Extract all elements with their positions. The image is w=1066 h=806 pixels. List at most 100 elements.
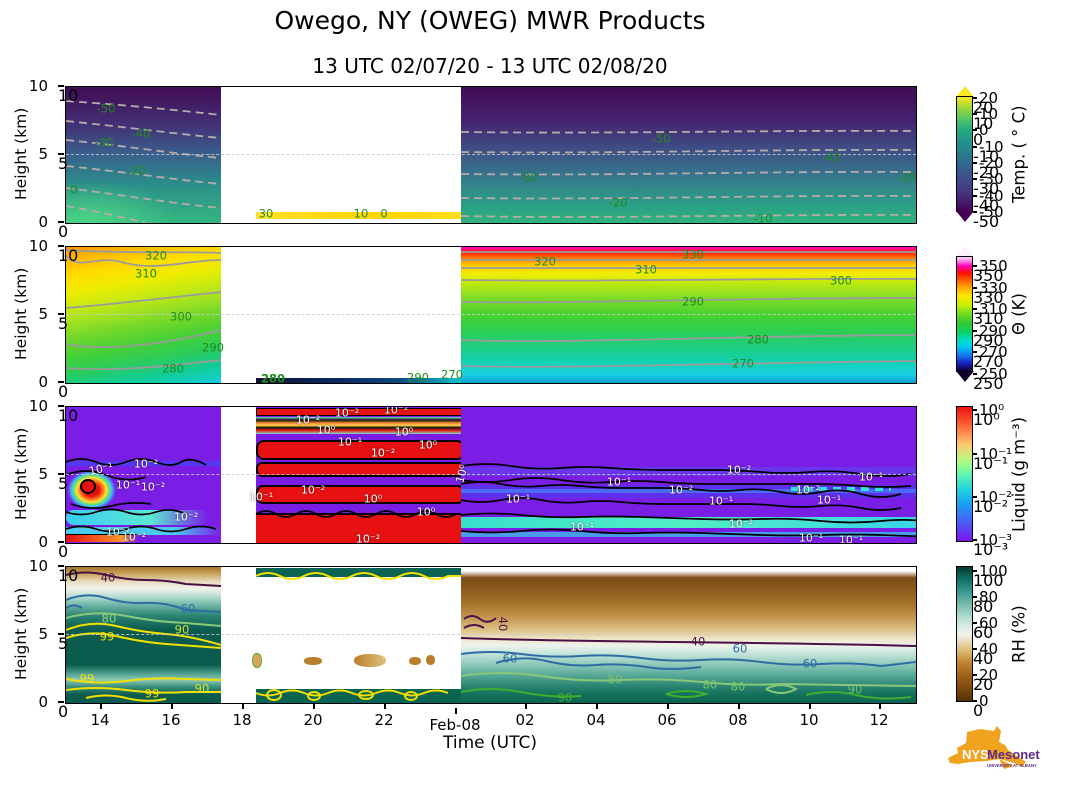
contour-label: 99	[99, 629, 115, 644]
colorbar-tick-label: -30	[979, 170, 1004, 188]
y-tick-mark: 10	[58, 85, 79, 105]
y-tick-label: 5	[38, 625, 48, 643]
logo-mesonet-text: Mesonet	[987, 747, 1040, 762]
contour-label: 270	[441, 367, 463, 382]
contour-label: -10	[753, 211, 773, 224]
colorbar-tick-label: -50	[979, 203, 1004, 221]
contour-label: 10⁻¹	[569, 520, 595, 534]
temp-contour-labels: -50 -40 -30 -20 0 30 10 0 -50 -40 -30 -30 -20 -10	[66, 87, 916, 223]
contour-label: 60	[732, 641, 748, 656]
colorbar-arrow-up	[955, 246, 974, 257]
y-tick-label: 0	[38, 693, 48, 711]
colorbar-tick-mark: 10⁻³	[973, 539, 1009, 559]
x-tick-label: 12	[869, 711, 889, 729]
contour-label: 290	[407, 370, 429, 384]
contour-label: 30	[258, 206, 274, 221]
theta-colorbar-gradient	[956, 256, 973, 372]
contour-label: 10⁻²	[355, 532, 381, 544]
contour-label: 280	[162, 361, 184, 376]
temp-y-axis-label: Height (km)	[12, 107, 30, 201]
contour-label: 10⁻¹	[337, 435, 363, 449]
y-tick-mark: 5	[58, 313, 69, 333]
liquid-colorbar-gradient	[956, 406, 973, 542]
contour-label: 80	[607, 672, 623, 687]
contour-label: 10⁻¹	[816, 493, 842, 507]
colorbar-tick-mark: -40	[973, 195, 1000, 215]
colorbar-tick-label: -40	[979, 187, 1004, 205]
contour-label: 10⁰	[418, 438, 438, 452]
colorbar-tick-label: 10⁰	[979, 401, 1005, 419]
y-tick-label: 10	[28, 557, 48, 575]
y-tick-label: 10	[28, 77, 48, 95]
theta-y-axis-label: Height (km)	[12, 267, 30, 361]
contour-label: 300	[170, 309, 192, 324]
liquid-y-axis-label: Height (km)	[12, 427, 30, 521]
contour-label: 10⁻¹	[798, 531, 824, 544]
contour-label: 310	[635, 262, 657, 277]
liquid-surface-band	[66, 534, 138, 542]
colorbar-tick-mark: 290	[973, 330, 1004, 350]
theta-y-ticks: 10 5 0	[0, 237, 56, 391]
colorbar-tick-label: 250	[979, 365, 1008, 383]
contour-label: -40	[131, 126, 151, 141]
contour-label: 0	[380, 206, 388, 221]
contour-label: 90	[194, 681, 210, 696]
contour-label: -30	[94, 135, 114, 150]
contour-label: 0	[70, 182, 78, 197]
colorbar-tick-mark: 40	[973, 648, 994, 668]
contour-label: 40	[495, 616, 510, 632]
contour-label: 90	[847, 682, 863, 697]
colorbar-tick-label: 0	[979, 121, 989, 139]
colorbar-tick-mark: 10	[973, 113, 994, 133]
five-km-gridline	[66, 634, 916, 635]
theta-colorbar	[955, 246, 974, 382]
x-tick-label: 08	[728, 711, 748, 729]
colorbar-tick-label: 60	[979, 614, 999, 632]
contour-label: -20	[608, 195, 628, 210]
rh-dry-patch	[304, 657, 322, 665]
x-tick-label: 10	[799, 711, 819, 729]
x-axis-label: Time (UTC)	[443, 733, 537, 753]
five-km-gridline	[66, 474, 916, 475]
contour-label: 10⁻²	[105, 525, 131, 539]
colorbar-tick-mark: -20	[973, 162, 1000, 182]
contour-label: 10⁻¹	[708, 494, 734, 508]
y-tick-label: 5	[38, 305, 48, 323]
contour-label: 40	[690, 634, 706, 649]
contour-label: 40	[100, 570, 116, 585]
contour-label: 300	[830, 273, 852, 288]
y-tick-mark: 5	[58, 633, 69, 653]
rh-panel: 40 60 80 90 99 99 99 90 40 40 60 60 60 80 80 80 90 90	[65, 566, 917, 704]
five-km-gridline	[66, 314, 916, 315]
contour-label: 80	[702, 677, 718, 692]
liquid-layered-band	[256, 417, 461, 434]
colorbar-tick-mark: 330	[973, 287, 1004, 307]
colorbar-tick-label: 80	[979, 588, 999, 606]
contour-label: 10⁰	[316, 423, 336, 437]
colorbar-tick-mark: 350	[973, 265, 1004, 285]
liquid-colorbar	[956, 406, 973, 542]
temp-surface-strip	[256, 212, 461, 219]
colorbar-tick-mark: -30	[973, 178, 1000, 198]
logo-university-text: UNIVERSITY AT ALBANY	[987, 763, 1037, 768]
rh-y-axis-label: Height (km)	[12, 587, 30, 681]
contour-label: 90	[174, 622, 190, 637]
temp-colorbar-label: Temp. ( ° C)	[1009, 105, 1029, 203]
colorbar-tick-label: 10	[979, 105, 999, 123]
colorbar-tick-label: 290	[979, 322, 1008, 340]
contour-label: 99	[79, 671, 95, 686]
contour-label: 10⁻²	[728, 517, 754, 531]
contour-label: 10⁰	[453, 463, 471, 485]
contour-label: 10⁻¹	[858, 470, 884, 484]
rh-dry-patch	[409, 657, 421, 665]
colorbar-tick-mark: 20	[973, 97, 994, 117]
colorbar-tick-mark: 310	[973, 308, 1004, 328]
x-tick-label: 22	[374, 711, 394, 729]
contour-label: 320	[145, 248, 167, 263]
colorbar-tick-mark: 10⁻²	[973, 496, 1009, 516]
colorbar-tick-label: 270	[979, 343, 1008, 361]
contour-label: 10	[353, 206, 369, 221]
contour-label: 10⁻²	[295, 413, 321, 427]
contour-label: 10⁻²	[140, 480, 166, 494]
